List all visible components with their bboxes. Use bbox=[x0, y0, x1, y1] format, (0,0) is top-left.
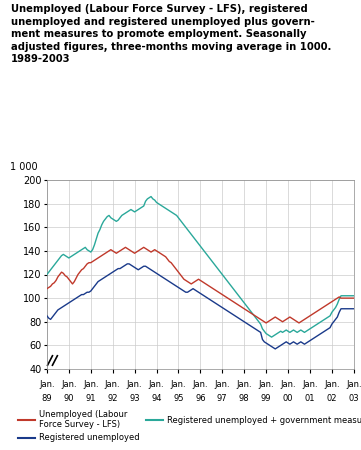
Text: Jan.: Jan. bbox=[324, 380, 340, 389]
Text: 99: 99 bbox=[261, 394, 271, 403]
Legend: Unemployed (Labour
Force Survey - LFS), Registered unemployed, Registered unempl: Unemployed (Labour Force Survey - LFS), … bbox=[15, 407, 361, 446]
Text: Unemployed (Labour Force Survey - LFS), registered
unemployed and registered une: Unemployed (Labour Force Survey - LFS), … bbox=[11, 4, 331, 64]
Text: Jan.: Jan. bbox=[83, 380, 99, 389]
Text: 03: 03 bbox=[348, 394, 359, 403]
Text: 01: 01 bbox=[305, 394, 315, 403]
Text: Jan.: Jan. bbox=[127, 380, 142, 389]
Text: 98: 98 bbox=[239, 394, 249, 403]
Text: 92: 92 bbox=[108, 394, 118, 403]
Text: 90: 90 bbox=[64, 394, 74, 403]
Text: Jan.: Jan. bbox=[214, 380, 230, 389]
Text: 1 000: 1 000 bbox=[10, 162, 38, 172]
Text: 96: 96 bbox=[195, 394, 206, 403]
Text: 97: 97 bbox=[217, 394, 227, 403]
Text: 91: 91 bbox=[86, 394, 96, 403]
Text: Jan.: Jan. bbox=[346, 380, 361, 389]
Text: Jan.: Jan. bbox=[258, 380, 274, 389]
Text: Jan.: Jan. bbox=[39, 380, 55, 389]
Text: Jan.: Jan. bbox=[236, 380, 252, 389]
Text: 94: 94 bbox=[151, 394, 162, 403]
Text: Jan.: Jan. bbox=[149, 380, 164, 389]
Text: 02: 02 bbox=[327, 394, 337, 403]
Text: Jan.: Jan. bbox=[105, 380, 121, 389]
Text: 00: 00 bbox=[283, 394, 293, 403]
Text: 93: 93 bbox=[129, 394, 140, 403]
Text: Jan.: Jan. bbox=[61, 380, 77, 389]
Text: Jan.: Jan. bbox=[280, 380, 296, 389]
Text: Jan.: Jan. bbox=[171, 380, 186, 389]
Text: Jan.: Jan. bbox=[192, 380, 208, 389]
Text: 95: 95 bbox=[173, 394, 184, 403]
Text: Jan.: Jan. bbox=[302, 380, 318, 389]
Text: 89: 89 bbox=[42, 394, 52, 403]
